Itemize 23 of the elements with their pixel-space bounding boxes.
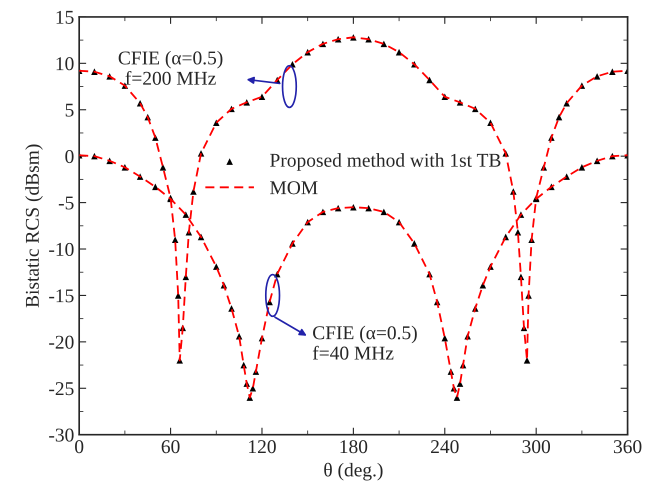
y-tick-label: -20 [49,336,74,349]
legend-label: Proposed method with 1st TB [270,153,500,171]
y-tick-label: -30 [49,428,74,442]
annotation: CFIE (α=0.5) f=40 MHz [312,326,417,360]
y-tick-label: 5 [66,104,74,117]
x-tick-label: 300 [522,440,550,454]
y-tick-label: -10 [49,242,74,256]
y-tick-label: 0 [65,150,74,164]
y-tick-label: 10 [56,57,74,70]
y-tick-label: 15 [56,10,74,24]
annotation: CFIE (α=0.5) f=200 MHz [118,50,222,85]
x-tick-label: 60 [162,440,180,454]
y-tick-label: -25 [49,382,74,396]
x-tick-label: 360 [614,440,642,454]
y-tick-label: -5 [58,196,74,210]
x-tick-label: 240 [431,440,459,454]
x-axis-title: θ (deg.) [324,462,383,481]
x-tick-label: 120 [249,440,276,454]
y-tick-label: -15 [49,289,74,302]
y-axis-title: Bistatic RCS (dBsm) [25,144,43,308]
x-tick-label: 0 [75,440,84,454]
legend-label: MOM [270,181,318,194]
x-tick-label: 180 [340,440,368,454]
